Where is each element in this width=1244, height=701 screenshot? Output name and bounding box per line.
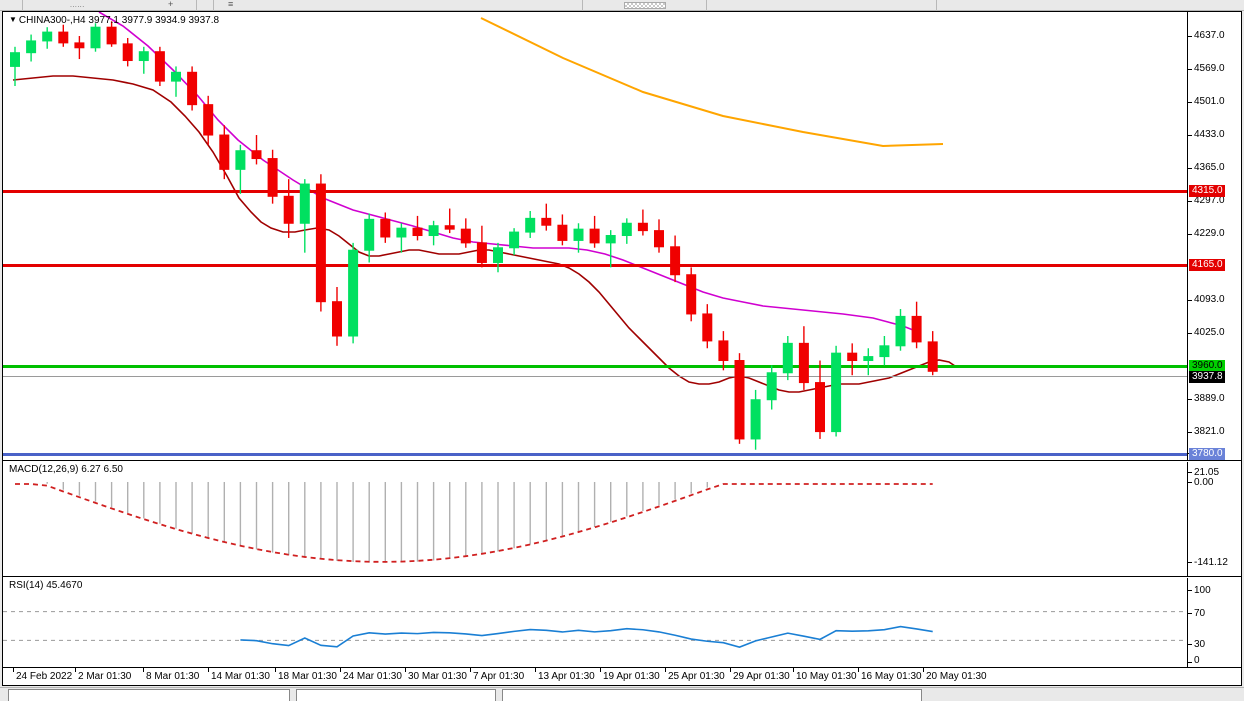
time-tick-label: 24 Feb 2022 (16, 671, 73, 682)
chart-window[interactable]: ▼ CHINA300-,H4 3977.1 3977.9 3934.9 3937.… (2, 11, 1242, 686)
time-tick-label: 25 Apr 01:30 (668, 671, 725, 682)
price-scale[interactable]: 4637.0 4569.0 4501.0 4433.0 4365.0 4297.… (1187, 12, 1241, 460)
macd-label: MACD(12,26,9) 6.27 6.50 (9, 464, 123, 475)
plus-icon[interactable]: + (168, 0, 174, 9)
price-tick-label: 4025.0 (1194, 327, 1225, 338)
level-line-3960[interactable] (3, 365, 1187, 368)
dots-icon[interactable]: ...... (70, 2, 85, 9)
pattern-swatch-icon[interactable] (624, 2, 666, 9)
time-tick-label: 7 Apr 01:30 (473, 671, 525, 682)
time-tick-label: 18 Mar 01:30 (278, 671, 337, 682)
symbol-title-bar[interactable]: ▼ CHINA300-,H4 3977.1 3977.9 3934.9 3937.… (9, 15, 219, 26)
time-tick-label: 8 Mar 01:30 (146, 671, 200, 682)
price-tick-label: 4637.0 (1194, 30, 1225, 41)
level-line-4165[interactable] (3, 264, 1187, 267)
level-line-4315[interactable] (3, 190, 1187, 193)
price-tick-label: 4229.0 (1194, 228, 1225, 239)
rsi-pane[interactable]: RSI(14) 45.4670 100 70 30 0 (3, 578, 1241, 667)
macd-tick-label: -141.12 (1194, 557, 1228, 568)
price-tick-label: 4569.0 (1194, 63, 1225, 74)
time-axis[interactable]: 24 Feb 2022 2 Mar 01:30 8 Mar 01:30 14 M… (3, 667, 1241, 685)
level-line-3780[interactable] (3, 453, 1187, 456)
price-tag-resistance-4165[interactable]: 4165.0 (1189, 259, 1225, 271)
macd-tick-label: 0.00 (1194, 477, 1214, 488)
time-tick-label: 30 Mar 01:30 (408, 671, 467, 682)
price-tick-label: 4433.0 (1194, 129, 1225, 140)
rsi-tick-label: 30 (1194, 639, 1206, 650)
rsi-label: RSI(14) 45.4670 (9, 580, 83, 591)
rsi-series-svg (3, 611, 1187, 649)
time-tick-label: 10 May 01:30 (796, 671, 857, 682)
price-tick-label: 4365.0 (1194, 162, 1225, 173)
trendline-orange (480, 17, 944, 148)
price-tag-support-3960[interactable]: 3960.0 (1189, 360, 1225, 372)
candlestick-layer[interactable] (3, 12, 1187, 460)
tab-item[interactable] (8, 689, 290, 701)
macd-series-svg (15, 482, 933, 563)
price-tag-current-price: 3937.8 (1189, 371, 1225, 383)
price-tick-label: 4297.0 (1194, 195, 1225, 206)
current-price-line (3, 376, 1187, 377)
time-tick-label: 13 Apr 01:30 (538, 671, 595, 682)
rsi-tick-label: 100 (1194, 585, 1211, 596)
time-tick-label: 29 Apr 01:30 (733, 671, 790, 682)
toolbar[interactable]: ...... + ≡ (0, 0, 1244, 11)
price-tick-label: 3821.0 (1194, 426, 1225, 437)
macd-pane[interactable]: MACD(12,26,9) 6.27 6.50 21.05 0.00 -141.… (3, 462, 1241, 577)
macd-plot (3, 462, 1187, 576)
rsi-plot (3, 578, 1187, 667)
tab-item[interactable] (296, 689, 496, 701)
time-tick-label: 14 Mar 01:30 (211, 671, 270, 682)
time-tick-label: 2 Mar 01:30 (78, 671, 132, 682)
price-tag-resistance-4315[interactable]: 4315.0 (1189, 185, 1225, 197)
rsi-tick-label: 0 (1194, 655, 1200, 666)
price-pane[interactable]: ▼ CHINA300-,H4 3977.1 3977.9 3934.9 3937.… (3, 12, 1241, 461)
time-tick-label: 20 May 01:30 (926, 671, 987, 682)
time-tick-label: 24 Mar 01:30 (343, 671, 402, 682)
price-tick-label: 4501.0 (1194, 96, 1225, 107)
time-tick-label: 19 Apr 01:30 (603, 671, 660, 682)
symbol-ohlc-label: CHINA300-,H4 3977.1 3977.9 3934.9 3937.8 (18, 15, 220, 26)
collapse-arrow-icon[interactable]: ▼ (9, 15, 17, 24)
tab-item[interactable] (502, 689, 922, 701)
list-lines-icon[interactable]: ≡ (228, 0, 234, 9)
macd-tick-label: 21.05 (1194, 467, 1220, 478)
rsi-scale: 100 70 30 0 (1187, 578, 1241, 667)
rsi-tick-label: 70 (1194, 608, 1206, 619)
macd-scale: 21.05 0.00 -141.12 (1187, 462, 1241, 576)
price-plot[interactable] (3, 12, 1187, 460)
time-tick-label: 16 May 01:30 (861, 671, 922, 682)
price-tag-support-3780[interactable]: 3780.0 (1189, 448, 1225, 460)
price-tick-label: 4093.0 (1194, 294, 1225, 305)
price-tick-label: 3889.0 (1194, 393, 1225, 404)
ma-slow-line (98, 12, 919, 333)
tab-strip[interactable] (0, 687, 1244, 701)
